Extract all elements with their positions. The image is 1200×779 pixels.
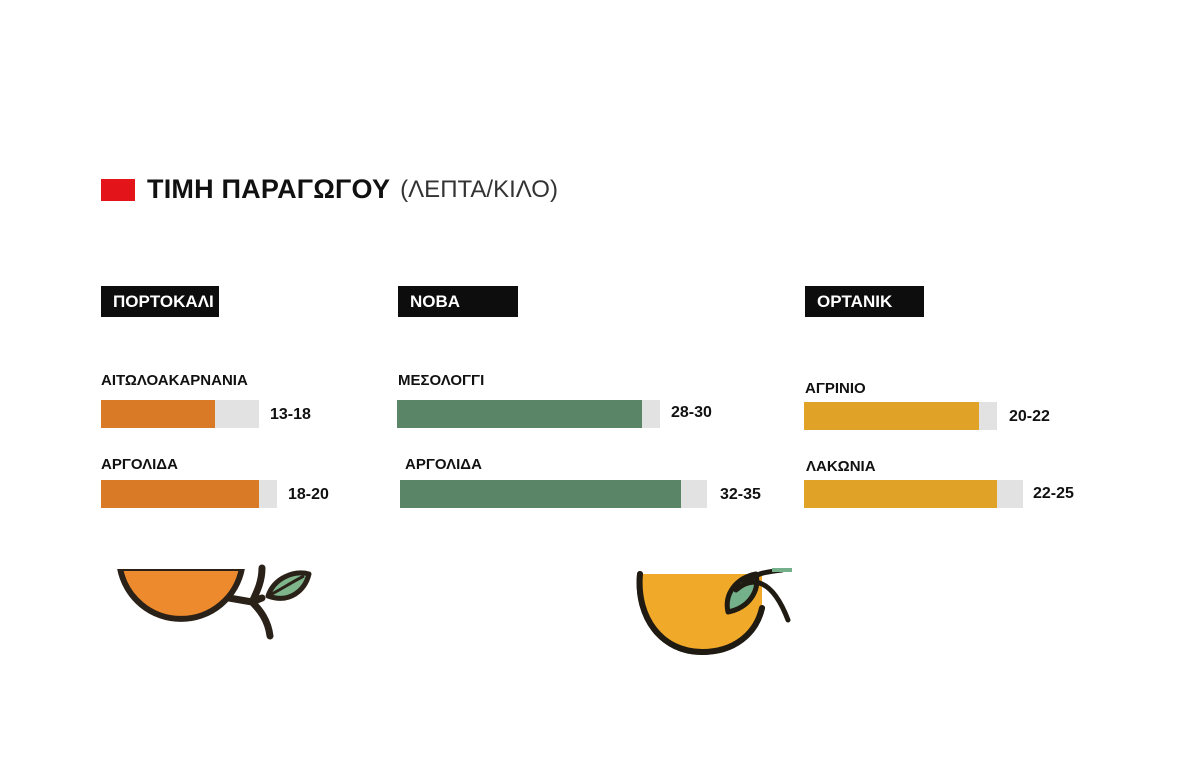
bar-value-label: 13-18 <box>270 406 311 423</box>
branch <box>225 564 274 640</box>
group-tag-label: ΠΟΡΤΟΚΑΛΙ <box>113 292 214 311</box>
bar-track <box>101 400 259 428</box>
title-main: ΤΙΜΗ ΠΑΡΑΓΩΓΟΥ <box>147 174 391 204</box>
bar-track <box>804 402 997 430</box>
region-label: ΑΡΓΟΛΙΔΑ <box>101 456 178 473</box>
bar <box>397 400 643 428</box>
title-subtitle: (ΛΕΠΤΑ/ΚΙΛΟ) <box>400 175 558 203</box>
group-tag-label: ΟΡΤΑΝΙΚ <box>817 292 893 311</box>
group-tag-portokali: ΠΟΡΤΟΚΑΛΙ <box>101 286 219 317</box>
bar-value-label: 20-22 <box>1009 408 1050 425</box>
bar-track <box>397 400 660 428</box>
region-label: ΑΓΡΙΝΙΟ <box>805 380 866 397</box>
orange-with-leaf-icon <box>112 560 312 640</box>
chart-title: ΤΙΜΗ ΠΑΡΑΓΩΓΟΥ (ΛΕΠΤΑ/ΚΙΛΟ) <box>101 174 558 205</box>
bar-value-label: 28-30 <box>671 404 712 421</box>
bar <box>101 400 216 428</box>
bar-track <box>101 480 277 508</box>
group-tag-nova: ΝΟΒΑ <box>398 286 518 317</box>
bar-track <box>400 480 707 508</box>
group-tag-ortanik: ΟΡΤΑΝΙΚ <box>805 286 924 317</box>
bar <box>400 480 681 508</box>
bar-value-label: 18-20 <box>288 486 329 503</box>
bar-value-label: 22-25 <box>1033 485 1074 502</box>
group-tag-label: ΝΟΒΑ <box>410 292 461 311</box>
orange-body <box>117 565 245 622</box>
bar <box>804 402 980 430</box>
region-label: ΜΕΣΟΛΟΓΓΙ <box>398 372 485 389</box>
bar <box>804 480 997 508</box>
orange-with-leaf-icon <box>636 568 792 656</box>
title-swatch <box>101 178 135 201</box>
region-label: ΑΙΤΩΛΟΑΚΑΡΝΑΝΙΑ <box>101 372 248 389</box>
bar-value-label: 32-35 <box>720 486 761 503</box>
bar <box>101 480 260 508</box>
region-label: ΛΑΚΩΝΙΑ <box>806 458 876 475</box>
region-label: ΑΡΓΟΛΙΔΑ <box>405 456 482 473</box>
bar-track <box>804 480 1023 508</box>
